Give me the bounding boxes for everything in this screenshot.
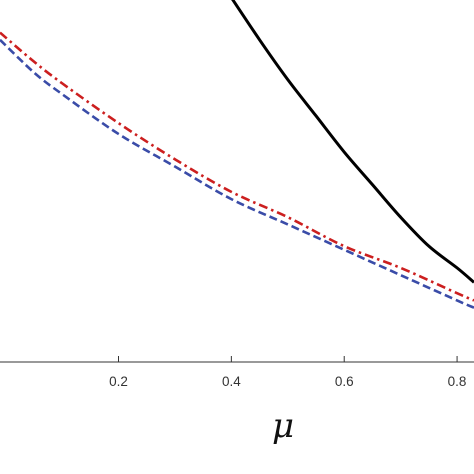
x-axis-ticks: 0.2 0.4 0.6 0.8 — [109, 356, 466, 389]
series-dashed-line — [0, 38, 474, 309]
series-solid-line — [231, 0, 474, 284]
x-tick-label: 0.4 — [222, 374, 241, 389]
x-axis-title: μ — [272, 406, 294, 446]
x-tick-label: 0.2 — [109, 374, 128, 389]
x-tick-label: 0.6 — [335, 374, 354, 389]
series-dashdot-line — [0, 31, 474, 302]
x-tick-label: 0.8 — [448, 374, 467, 389]
series-layer — [0, 0, 474, 309]
